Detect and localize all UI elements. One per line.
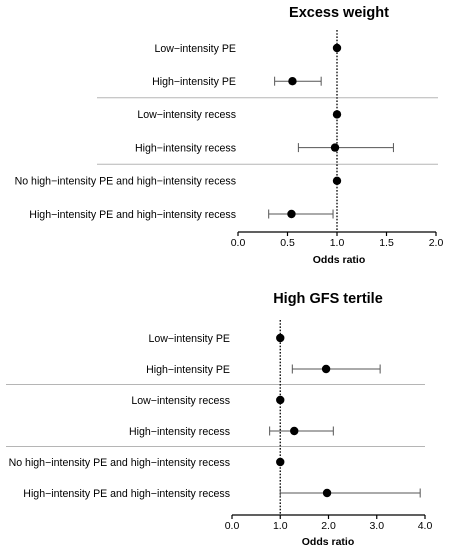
x-tick-label: 3.0 [369,520,384,532]
odds-ratio-point [332,43,342,53]
odds-ratio-point [276,333,285,343]
odds-ratio-point [288,77,297,86]
row-label: No high−intensity PE and high−intensity … [15,176,236,188]
row-label: High−intensity recess [135,142,236,154]
row-label: Low−intensity PE [148,333,230,345]
chart-title: Excess weight [289,5,389,21]
x-tick-label: 0.5 [280,237,295,249]
panel-excess-weight: Excess weight Odds ratio 0.0 0.5 1.0 1.5 2.0… [15,5,444,266]
x-tick-label: 0.0 [225,520,240,532]
row-label: High−intensity PE and high−intensity rec… [29,209,236,221]
odds-ratio-point [321,364,331,374]
row-label: High−intensity PE and high−intensity rec… [23,488,230,500]
odds-ratio-point [332,176,342,185]
odds-ratio-point [276,457,285,467]
row-label: High−intensity PE [146,364,230,376]
chart-title: High GFS tertile [273,291,383,307]
x-tick-label: 0.0 [231,237,246,249]
panel-high-gfs-tertile: High GFS tertile Odds ratio 0.0 1.0 2.0 3.0… [6,291,432,548]
x-tick-label: 2.0 [429,237,444,249]
odds-ratio-point [330,143,340,152]
odds-ratio-point [287,209,296,219]
odds-ratio-point [290,426,299,436]
row-label: No high−intensity PE and high−intensity … [9,457,230,469]
x-axis-label: Odds ratio [313,254,366,266]
x-tick-label: 1.0 [330,237,345,249]
row-label: Low−intensity recess [131,395,230,407]
x-tick-label: 4.0 [418,520,433,532]
row-label: Low−intensity recess [137,109,236,121]
x-tick-label: 2.0 [321,520,336,532]
x-axis-label: Odds ratio [302,536,355,548]
row-label: Low−intensity PE [154,43,236,55]
odds-ratio-point [276,395,285,405]
odds-ratio-point [332,110,342,119]
row-label: High−intensity PE [152,76,236,88]
odds-ratio-point [322,488,332,498]
x-tick-label: 1.0 [273,520,288,532]
x-tick-label: 1.5 [379,237,394,249]
row-label: High−intensity recess [129,426,230,438]
